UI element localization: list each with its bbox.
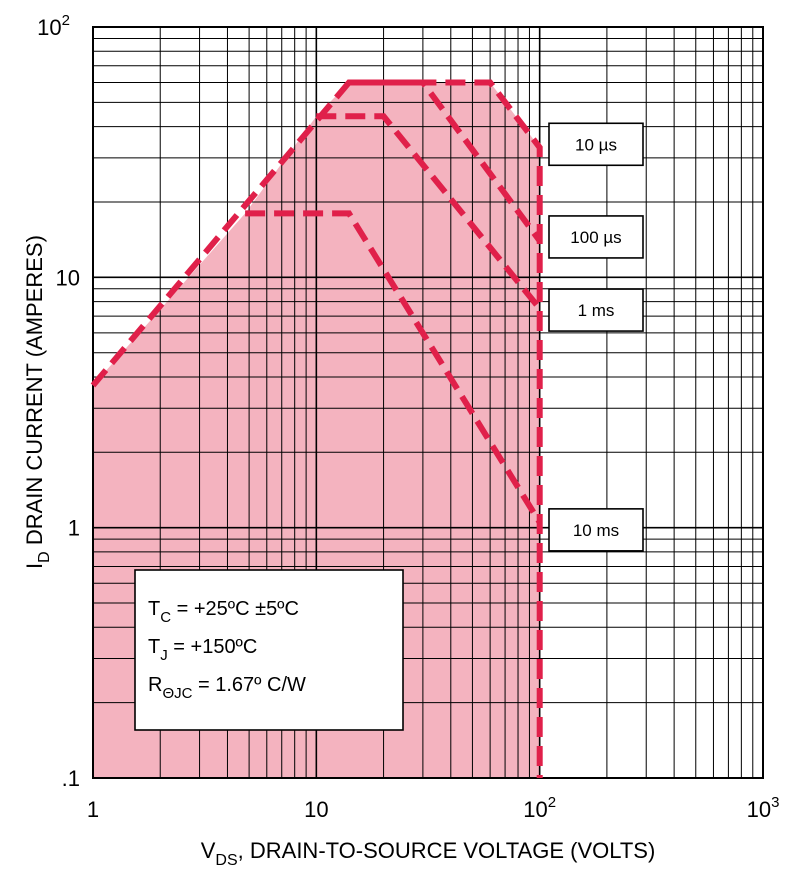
pulse-label-text: 10 ms [573, 521, 619, 540]
y-tick-label: .1 [62, 766, 80, 791]
y-axis-label: ID DRAIN CURRENT (AMPERES) [22, 235, 53, 569]
condition-line: RΘJC = 1.67º C/W [148, 674, 306, 702]
condition-line: TC = +25ºC ±5ºC [148, 598, 299, 626]
y-tick-label: 102 [37, 12, 70, 40]
series-lines [90, 79, 543, 778]
pulse-labels: 10 µs 100 µs 1 ms 10 ms [548, 122, 644, 552]
x-tick-label: 1 [87, 797, 99, 822]
plot-frame [92, 26, 764, 779]
x-tick-label: 103 [747, 794, 780, 822]
pulse-label-text: 10 µs [575, 135, 617, 154]
pulse-label-box [548, 122, 644, 167]
series-line-0 [90, 79, 543, 778]
y-axis-label-group: ID DRAIN CURRENT (AMPERES) [22, 235, 53, 569]
pulse-label-box [548, 288, 644, 332]
x-tick-label: 10 [304, 797, 328, 822]
x-axis-label: VDS, DRAIN-TO-SOURCE VOLTAGE (VOLTS) [201, 838, 656, 869]
series-line-3 [245, 210, 543, 524]
axis-labels: VDS, DRAIN-TO-SOURCE VOLTAGE (VOLTS) ID D… [22, 235, 655, 869]
tick-labels: 1 10 102 103 .1 1 10 102 [37, 12, 779, 822]
y-tick-label: 1 [68, 516, 80, 541]
condition-line: TJ = +150ºC [148, 636, 257, 664]
conditions-box-frame [134, 569, 404, 731]
series-line-2 [316, 113, 543, 311]
pulse-label-text: 100 µs [570, 228, 621, 247]
y-tick-label: 10 [56, 265, 80, 290]
pulse-label-box [548, 215, 644, 259]
conditions-box: TC = +25ºC ±5ºC TJ = +150ºC RΘJC = 1.67º C… [134, 569, 404, 731]
pulse-label-box [548, 508, 644, 552]
series-line-1 [349, 79, 543, 243]
x-tick-label: 102 [523, 794, 556, 822]
pulse-label-text: 1 ms [578, 301, 615, 320]
